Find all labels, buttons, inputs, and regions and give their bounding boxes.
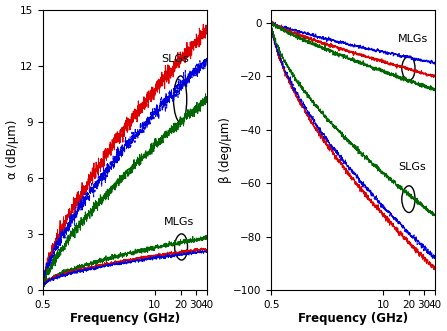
Text: MLGs: MLGs <box>397 34 428 44</box>
Y-axis label: α (dB/μm): α (dB/μm) <box>5 120 19 179</box>
X-axis label: Frequency (GHz): Frequency (GHz) <box>70 312 180 325</box>
Text: MLGs: MLGs <box>164 216 194 226</box>
Text: SLGs: SLGs <box>399 162 426 172</box>
Y-axis label: β (deg/μm): β (deg/μm) <box>219 117 232 183</box>
Text: SLGs: SLGs <box>161 54 189 64</box>
X-axis label: Frequency (GHz): Frequency (GHz) <box>298 312 408 325</box>
